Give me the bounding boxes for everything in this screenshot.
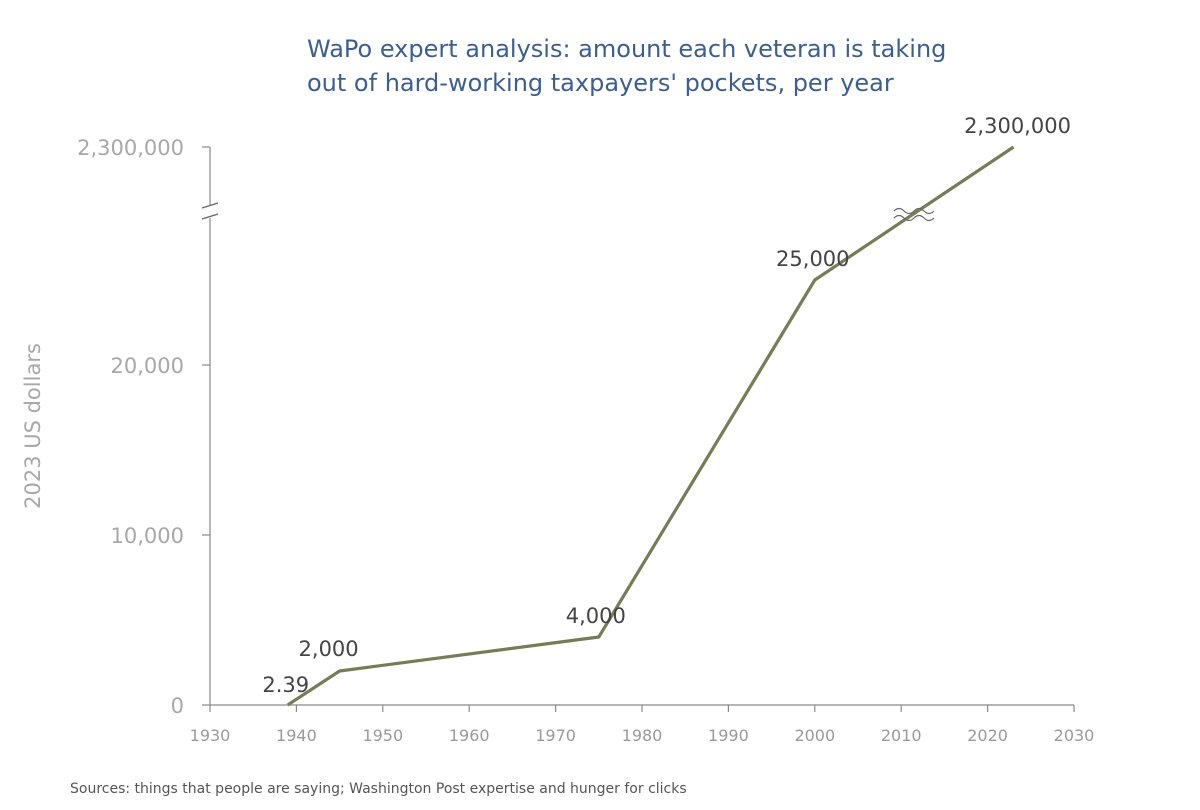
y-tick-label: 0 (171, 694, 184, 718)
chart-title-line-1: WaPo expert analysis: amount each vetera… (307, 35, 947, 63)
line-break-mark (893, 214, 935, 222)
y-tick-label: 10,000 (111, 524, 184, 548)
x-tick-label: 1960 (449, 726, 490, 745)
y-axis-break-mark (201, 202, 219, 209)
x-tick-label: 1980 (622, 726, 663, 745)
x-tick-label: 1930 (190, 726, 231, 745)
chart-title: WaPo expert analysis: amount each vetera… (307, 32, 1107, 100)
source-note: Sources: things that people are saying; … (70, 781, 687, 797)
data-label: 25,000 (776, 247, 849, 271)
chart-title-line-2: out of hard-working taxpayers' pockets, … (307, 69, 894, 97)
data-label: 2,300,000 (964, 114, 1071, 138)
y-tick-label: 20,000 (111, 354, 184, 378)
axes: 1930 1940 1950 1960 1970 1980 1990 2000 2010 2020… (77, 136, 1094, 745)
data-label: 4,000 (566, 604, 626, 628)
y-tick-label: 2,300,000 (77, 136, 184, 160)
x-tick-label: 2030 (1054, 726, 1095, 745)
data-label: 2,000 (299, 637, 359, 661)
x-tick-label: 1950 (362, 726, 403, 745)
y-axis-break-mark (201, 213, 219, 220)
line-break-mark (893, 207, 935, 215)
x-tick-label: 1990 (708, 726, 749, 745)
x-tick-label: 2000 (794, 726, 835, 745)
y-axis-label: 2023 US dollars (21, 343, 45, 509)
x-tick-label: 1940 (276, 726, 317, 745)
data-label: 2.39 (262, 673, 309, 697)
chart-marks: 2.39 2,000 4,000 25,000 2,300,000 (262, 114, 1071, 707)
x-tick-label: 1970 (535, 726, 576, 745)
series-line (286, 145, 1015, 707)
x-tick-label: 2010 (881, 726, 922, 745)
x-tick-label: 2020 (967, 726, 1008, 745)
